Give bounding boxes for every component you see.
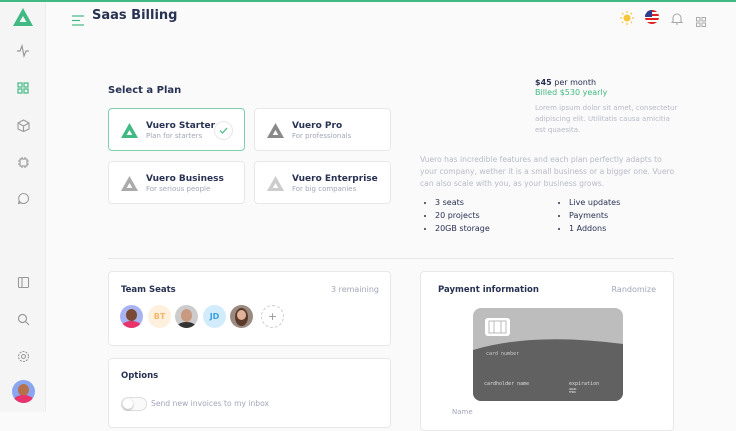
apps-icon[interactable] [696,12,706,31]
grid-icon[interactable] [14,79,32,97]
plan-card[interactable]: Vuero Pro For professionals [254,108,391,151]
plan-name: Vuero Enterprise [292,174,378,184]
us-flag-icon[interactable] [645,10,659,24]
card-expiration: expiration [569,381,600,387]
team-seats-title: Team Seats [121,285,176,295]
valid-thru: VALID THRU [569,388,577,394]
card-number: card number [486,351,520,357]
options-card: Options Send new invoices to my inbox [108,358,391,428]
plan-card[interactable]: Vuero Starter Plan for starters [108,108,245,151]
user-avatar[interactable] [12,380,35,403]
plan-logo-icon [121,123,138,142]
feature-item: Live updates [569,198,620,207]
feature-item: 20GB storage [435,224,490,233]
bell-icon[interactable] [670,10,684,29]
team-avatar[interactable] [120,305,143,328]
cardholder-name: cardholder name [484,381,530,387]
page-title: Saas Billing [92,8,178,23]
price: $45 per month [535,78,596,87]
feature-item: 3 seats [435,198,490,207]
sidebar-toggle-icon[interactable] [14,273,32,291]
features-left: 3 seats 20 projects 20GB storage [427,198,490,237]
cpu-icon[interactable] [14,153,32,171]
feature-item: 20 projects [435,211,490,220]
team-avatar-initials[interactable]: JD [203,305,226,328]
invoice-toggle-label: Send new invoices to my inbox [151,399,270,408]
name-label: Name [452,408,473,416]
plan-name: Vuero Pro [292,121,343,131]
plan-logo-icon [267,176,284,195]
top-accent-bar [0,0,736,2]
plan-subtitle: For professionals [292,132,352,140]
plan-logo-icon [267,123,284,142]
feature-item: Payments [569,211,620,220]
plan-card[interactable]: Vuero Business For serious people [108,161,245,204]
logo-icon[interactable] [12,6,34,28]
add-seat-button[interactable]: + [261,305,284,328]
message-icon[interactable] [14,189,32,207]
team-seats-card: Team Seats 3 remaining BT JD + [108,271,391,346]
plan-subtitle: For big companies [292,185,357,193]
settings-icon[interactable] [14,347,32,365]
plan-lorem: Lorem ipsum dolor sit amet, consectetur … [535,104,678,134]
payment-title: Payment information [438,285,539,295]
plan-name: Vuero Business [146,174,224,184]
menu-icon[interactable] [72,11,84,30]
plan-subtitle: Plan for starters [146,132,203,140]
payment-card: Payment information Randomize card numbe… [420,271,674,431]
check-icon [214,121,233,140]
sidebar [0,2,46,412]
price-period: per month [554,78,597,87]
plan-subtitle: For serious people [146,185,211,193]
search-icon[interactable] [14,310,32,328]
features-right: Live updates Payments 1 Addons [561,198,620,237]
sun-icon[interactable] [620,10,634,29]
invoice-toggle[interactable] [121,397,147,411]
plan-name: Vuero Starter [146,121,216,131]
billed-yearly: Billed $530 yearly [535,88,608,97]
chip-icon [485,318,510,336]
team-avatar[interactable] [175,305,198,328]
seats-remaining: 3 remaining [330,285,379,294]
randomize-button[interactable]: Randomize [611,285,656,294]
feature-item: 1 Addons [569,224,620,233]
select-plan-title: Select a Plan [108,85,182,96]
plan-description: Vuero has incredible features and each p… [420,155,675,188]
plan-card[interactable]: Vuero Enterprise For big companies [254,161,391,204]
team-avatar-initials[interactable]: BT [148,305,171,328]
divider [108,258,674,259]
box-icon[interactable] [14,116,32,134]
plan-logo-icon [121,176,138,195]
price-amount: $45 [535,78,552,87]
team-avatar[interactable] [230,305,253,328]
activity-icon[interactable] [14,42,32,60]
credit-card: card number cardholder name expiration V… [473,308,623,401]
options-title: Options [121,371,159,381]
